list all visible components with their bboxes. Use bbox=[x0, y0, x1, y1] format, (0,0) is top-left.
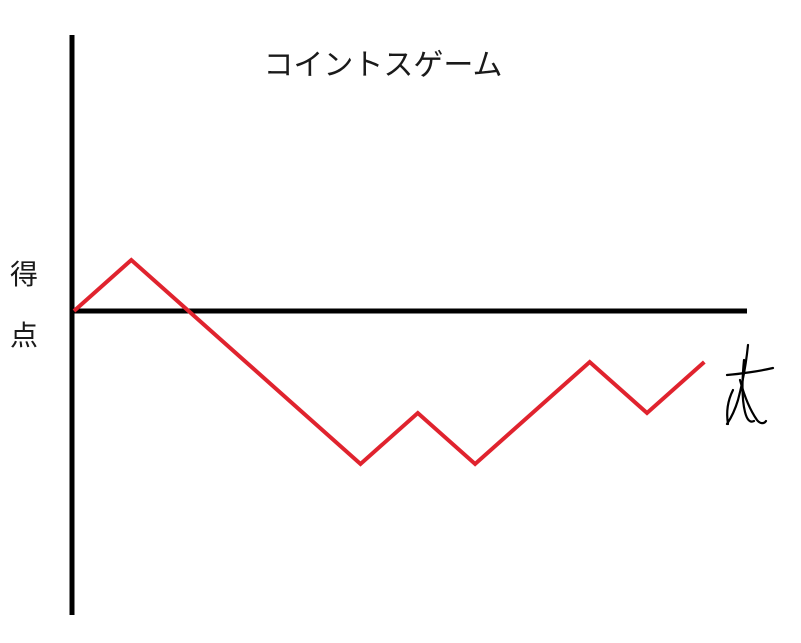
series-layer bbox=[72, 257, 706, 467]
t-axis-symbol bbox=[725, 343, 775, 426]
chart-title: コイントスゲーム bbox=[263, 48, 502, 83]
y-axis-label-char-1: 得 bbox=[10, 258, 38, 291]
y-axis-label-char-2: 点 bbox=[10, 319, 38, 352]
series-line-0 bbox=[72, 257, 706, 467]
